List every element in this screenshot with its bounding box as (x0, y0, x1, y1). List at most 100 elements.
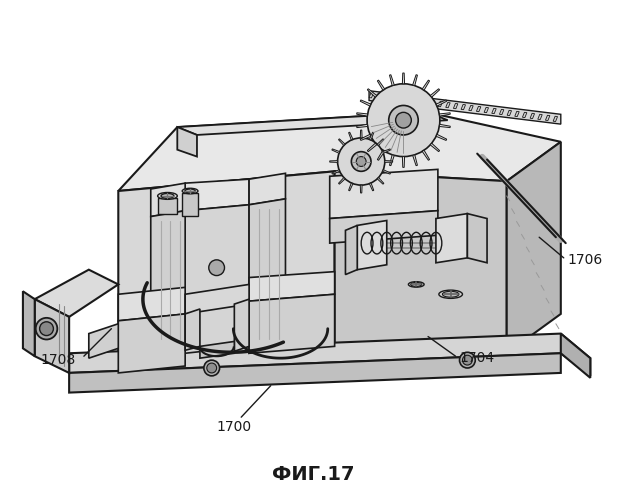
Polygon shape (400, 96, 404, 102)
Polygon shape (422, 150, 429, 160)
Polygon shape (185, 309, 200, 350)
Polygon shape (360, 134, 371, 140)
Polygon shape (430, 143, 439, 152)
Polygon shape (367, 89, 377, 97)
Polygon shape (332, 149, 340, 154)
Ellipse shape (408, 282, 424, 287)
Polygon shape (377, 150, 385, 160)
Polygon shape (249, 272, 335, 301)
Polygon shape (369, 183, 374, 191)
Polygon shape (461, 104, 466, 110)
Polygon shape (561, 334, 590, 378)
Polygon shape (369, 132, 374, 140)
Polygon shape (185, 284, 249, 314)
Polygon shape (382, 170, 391, 174)
Polygon shape (34, 270, 118, 317)
Polygon shape (408, 98, 412, 103)
Polygon shape (377, 94, 381, 99)
Circle shape (396, 112, 411, 128)
Polygon shape (151, 183, 185, 216)
Polygon shape (249, 174, 285, 205)
Polygon shape (118, 288, 185, 321)
Polygon shape (182, 193, 198, 216)
Polygon shape (523, 112, 527, 117)
Polygon shape (89, 314, 148, 358)
Polygon shape (377, 178, 384, 184)
Ellipse shape (185, 189, 195, 193)
Polygon shape (330, 210, 438, 243)
Text: 1704: 1704 (459, 351, 495, 365)
Ellipse shape (161, 194, 174, 198)
Text: 1708: 1708 (41, 353, 76, 367)
Circle shape (389, 106, 418, 135)
Polygon shape (34, 299, 69, 373)
Polygon shape (346, 226, 357, 274)
Polygon shape (492, 108, 496, 114)
Polygon shape (330, 160, 337, 162)
Polygon shape (118, 314, 185, 373)
Polygon shape (69, 334, 590, 376)
Polygon shape (349, 132, 353, 140)
Polygon shape (438, 102, 443, 106)
Polygon shape (249, 294, 335, 353)
Circle shape (351, 152, 371, 172)
Polygon shape (553, 116, 558, 121)
Polygon shape (360, 100, 371, 106)
Polygon shape (361, 130, 362, 138)
Polygon shape (234, 299, 249, 352)
Circle shape (39, 322, 53, 336)
Polygon shape (469, 106, 473, 110)
Polygon shape (389, 155, 394, 166)
Circle shape (459, 352, 475, 368)
Polygon shape (484, 108, 488, 112)
Polygon shape (403, 156, 404, 168)
Polygon shape (476, 106, 481, 112)
Polygon shape (177, 112, 448, 135)
Polygon shape (436, 214, 468, 263)
Polygon shape (357, 113, 367, 116)
Polygon shape (431, 100, 435, 106)
Polygon shape (69, 353, 561, 393)
Polygon shape (545, 116, 550, 120)
Polygon shape (500, 110, 504, 114)
Polygon shape (118, 112, 561, 191)
Polygon shape (423, 100, 427, 105)
Polygon shape (367, 143, 377, 152)
Polygon shape (185, 205, 249, 353)
Polygon shape (403, 73, 404, 84)
Ellipse shape (158, 192, 177, 200)
Polygon shape (249, 199, 285, 353)
Polygon shape (332, 170, 340, 174)
Polygon shape (506, 142, 561, 353)
Polygon shape (185, 179, 249, 210)
Polygon shape (415, 98, 419, 104)
Polygon shape (413, 155, 418, 166)
Polygon shape (158, 198, 177, 214)
Polygon shape (200, 342, 234, 358)
Polygon shape (392, 96, 396, 101)
Polygon shape (515, 112, 519, 116)
Text: 1700: 1700 (217, 420, 252, 434)
Circle shape (463, 355, 472, 365)
Polygon shape (430, 89, 439, 97)
Polygon shape (23, 292, 34, 356)
Polygon shape (382, 149, 391, 154)
Circle shape (356, 156, 366, 166)
Polygon shape (439, 124, 450, 128)
Ellipse shape (182, 188, 198, 194)
Polygon shape (177, 127, 197, 156)
Polygon shape (446, 102, 450, 108)
Polygon shape (385, 160, 393, 162)
Polygon shape (389, 74, 394, 86)
Circle shape (36, 318, 58, 340)
Polygon shape (453, 104, 458, 108)
Circle shape (337, 138, 385, 185)
Polygon shape (339, 178, 345, 184)
Polygon shape (377, 80, 385, 90)
Polygon shape (357, 124, 367, 128)
Polygon shape (436, 100, 447, 106)
Polygon shape (330, 170, 438, 218)
Polygon shape (507, 110, 511, 116)
Polygon shape (436, 134, 447, 140)
Text: ФИГ.17: ФИГ.17 (272, 464, 354, 483)
